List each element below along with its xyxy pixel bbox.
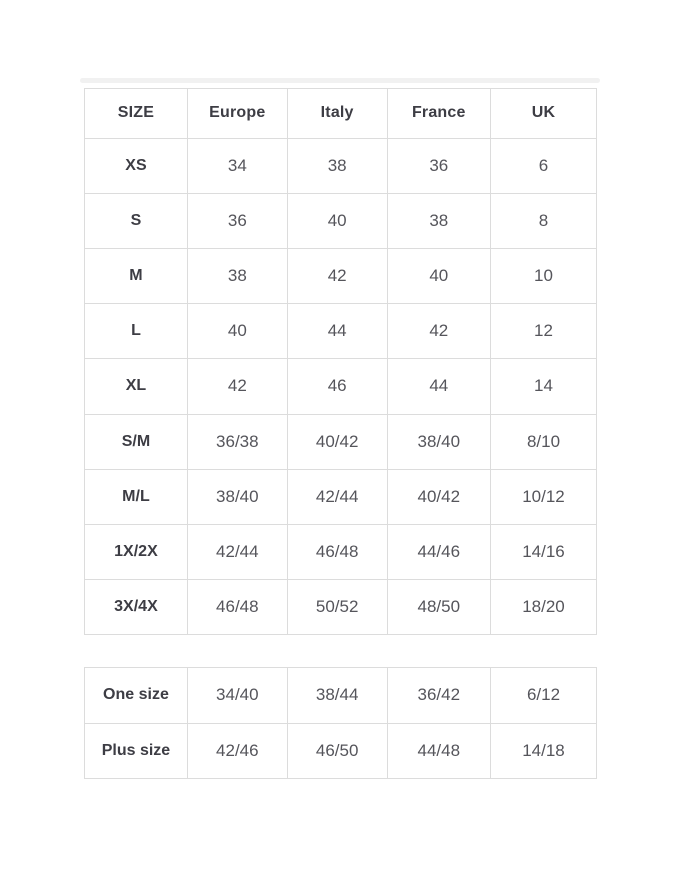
value-cell: 38 <box>186 248 288 305</box>
table-row: 3X/4X 46/48 50/52 48/50 18/20 <box>84 578 598 636</box>
value-cell: 12 <box>489 303 598 360</box>
size-label-cell: One size <box>84 667 188 724</box>
column-header-uk: UK <box>489 88 598 139</box>
value-cell: 42/46 <box>186 722 288 779</box>
value-cell: 6/12 <box>489 667 598 724</box>
table-row: One size 34/40 38/44 36/42 6/12 <box>84 667 598 724</box>
value-cell: 42 <box>386 303 491 360</box>
value-cell: 46/50 <box>286 722 388 779</box>
value-cell: 50/52 <box>286 578 388 636</box>
value-cell: 44 <box>286 303 388 360</box>
size-label-cell: 3X/4X <box>84 578 188 636</box>
header-row: SIZE Europe Italy France UK <box>84 88 598 139</box>
value-cell: 14 <box>489 358 598 415</box>
size-label-cell: S/M <box>84 413 188 470</box>
value-cell: 42 <box>286 248 388 305</box>
value-cell: 44 <box>386 358 491 415</box>
value-cell: 40 <box>186 303 288 360</box>
value-cell: 34 <box>186 137 288 195</box>
value-cell: 18/20 <box>489 578 598 636</box>
size-label-cell: XS <box>84 137 188 195</box>
table-row: M/L 38/40 42/44 40/42 10/12 <box>84 468 598 525</box>
value-cell: 36/38 <box>186 413 288 470</box>
table-row: XS 34 38 36 6 <box>84 137 598 195</box>
size-label-cell: 1X/2X <box>84 523 188 580</box>
value-cell: 44/46 <box>386 523 491 580</box>
value-cell: 44/48 <box>386 722 491 779</box>
column-header-france: France <box>386 88 491 139</box>
value-cell: 6 <box>489 137 598 195</box>
size-label-cell: L <box>84 303 188 360</box>
value-cell: 34/40 <box>186 667 288 724</box>
value-cell: 46/48 <box>286 523 388 580</box>
value-cell: 14/16 <box>489 523 598 580</box>
column-header-size: SIZE <box>84 88 188 139</box>
value-cell: 46/48 <box>186 578 288 636</box>
table-row: 1X/2X 42/44 46/48 44/46 14/16 <box>84 523 598 580</box>
size-conversion-table: SIZE Europe Italy France UK XS 34 38 36 … <box>84 88 598 636</box>
value-cell: 42/44 <box>286 468 388 525</box>
value-cell: 38/44 <box>286 667 388 724</box>
size-label-cell: M/L <box>84 468 188 525</box>
value-cell: 40 <box>286 192 388 250</box>
value-cell: 38/40 <box>186 468 288 525</box>
size-label-cell: Plus size <box>84 722 188 779</box>
one-size-plus-size-table: One size 34/40 38/44 36/42 6/12 Plus siz… <box>84 667 598 779</box>
table-top-accent-bar <box>80 78 600 83</box>
value-cell: 36 <box>186 192 288 250</box>
value-cell: 10/12 <box>489 468 598 525</box>
value-cell: 40/42 <box>286 413 388 470</box>
value-cell: 42 <box>186 358 288 415</box>
value-cell: 40/42 <box>386 468 491 525</box>
value-cell: 38/40 <box>386 413 491 470</box>
table-row: S 36 40 38 8 <box>84 192 598 250</box>
value-cell: 10 <box>489 248 598 305</box>
value-cell: 8 <box>489 192 598 250</box>
value-cell: 38 <box>286 137 388 195</box>
value-cell: 38 <box>386 192 491 250</box>
value-cell: 42/44 <box>186 523 288 580</box>
value-cell: 40 <box>386 248 491 305</box>
value-cell: 48/50 <box>386 578 491 636</box>
value-cell: 14/18 <box>489 722 598 779</box>
value-cell: 36/42 <box>386 667 491 724</box>
size-label-cell: M <box>84 248 188 305</box>
value-cell: 46 <box>286 358 388 415</box>
table-row: XL 42 46 44 14 <box>84 358 598 415</box>
column-header-europe: Europe <box>186 88 288 139</box>
size-label-cell: XL <box>84 358 188 415</box>
size-label-cell: S <box>84 192 188 250</box>
column-header-italy: Italy <box>286 88 388 139</box>
table-row: S/M 36/38 40/42 38/40 8/10 <box>84 413 598 470</box>
table-row: Plus size 42/46 46/50 44/48 14/18 <box>84 722 598 779</box>
value-cell: 8/10 <box>489 413 598 470</box>
value-cell: 36 <box>386 137 491 195</box>
table-row: M 38 42 40 10 <box>84 248 598 305</box>
table-row: L 40 44 42 12 <box>84 303 598 360</box>
